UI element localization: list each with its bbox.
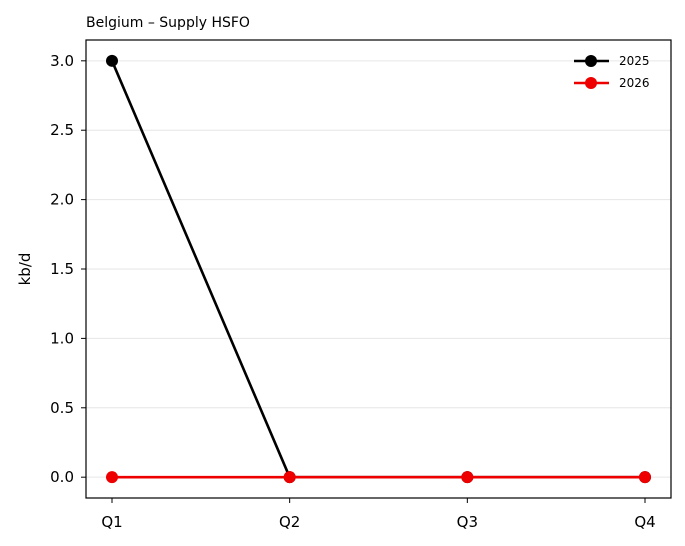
x-axis: Q1 Q2 Q3 Q4 xyxy=(101,498,656,531)
y-tick-label: 2.0 xyxy=(50,191,74,209)
x-tick-label: Q4 xyxy=(634,513,655,531)
legend-item-2025: 2025 xyxy=(574,54,650,68)
x-tick-label: Q2 xyxy=(279,513,300,531)
y-tick-label: 0.0 xyxy=(50,468,74,486)
legend-item-2026: 2026 xyxy=(574,76,650,90)
y-tick-label: 1.5 xyxy=(50,260,74,278)
y-tick-label: 2.5 xyxy=(50,121,74,139)
legend-marker xyxy=(585,55,597,67)
data-point xyxy=(461,471,474,484)
y-tick-label: 1.0 xyxy=(50,329,74,347)
y-axis: 0.0 0.5 1.0 1.5 2.0 2.5 3.0 xyxy=(50,52,86,486)
chart-title: Belgium – Supply HSFO xyxy=(86,15,250,31)
legend-label: 2026 xyxy=(619,76,650,90)
legend: 2025 2026 xyxy=(574,54,650,90)
series-layer xyxy=(106,54,651,484)
data-point xyxy=(639,471,651,484)
x-tick-label: Q3 xyxy=(457,513,478,531)
data-point xyxy=(106,471,118,484)
y-tick-label: 3.0 xyxy=(50,52,74,70)
legend-label: 2025 xyxy=(619,54,650,68)
data-point xyxy=(106,54,118,67)
series-2026 xyxy=(106,471,651,484)
legend-marker xyxy=(585,77,597,89)
grid-lines xyxy=(86,60,671,478)
data-point xyxy=(283,471,296,484)
y-axis-label: kb/d xyxy=(16,253,34,286)
x-tick-label: Q1 xyxy=(101,513,122,531)
y-tick-label: 0.5 xyxy=(50,399,74,417)
